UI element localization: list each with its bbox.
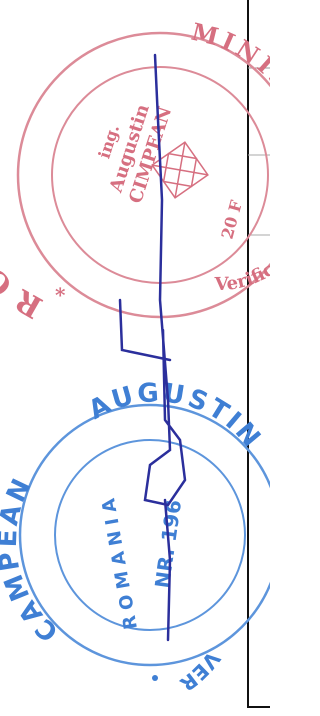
document-page: ROMANIA MINIS ing. Augustin CIMPEAN Veri… — [0, 0, 270, 716]
stamp-star: * — [55, 283, 66, 307]
